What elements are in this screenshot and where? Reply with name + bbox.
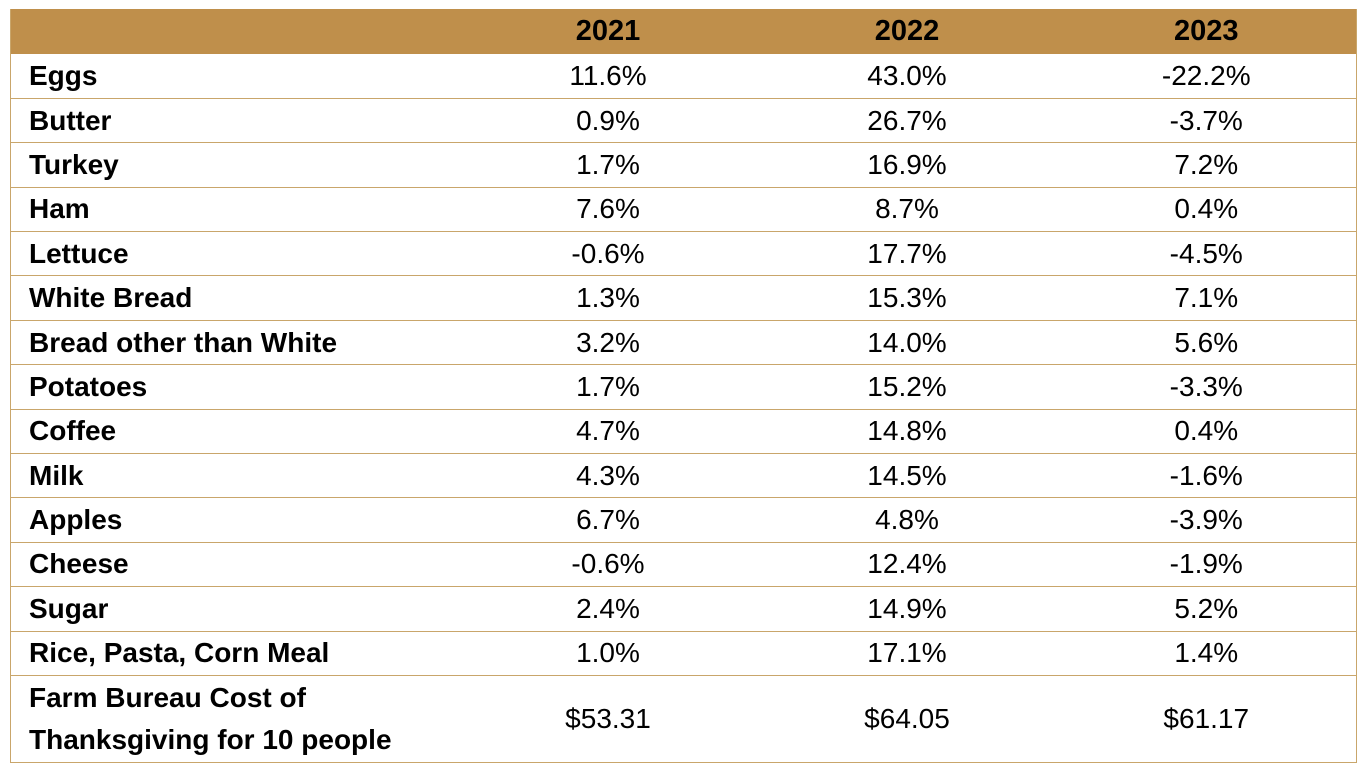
cell-value-2021: 1.3% [458, 275, 758, 321]
cell-value-2023: -4.5% [1056, 231, 1357, 277]
cell-value-2022: 14.9% [757, 586, 1057, 632]
table-header: 2021 2022 2023 [10, 9, 1357, 54]
cell-value-2021: 1.7% [458, 142, 758, 188]
cell-value-2021: 6.7% [458, 497, 758, 543]
table-row: Potatoes 1.7% 15.2% -3.3% [10, 364, 1357, 410]
cell-value-2023: 5.6% [1056, 320, 1357, 366]
cell-value-2023: -1.6% [1056, 453, 1357, 499]
cell-value-2022: 14.0% [757, 320, 1057, 366]
table-row: Rice, Pasta, Corn Meal 1.0% 17.1% 1.4% [10, 631, 1357, 676]
cell-value-2021: -0.6% [458, 231, 758, 277]
cell-value-2022: $64.05 [757, 675, 1057, 763]
cell-value-2023: -22.2% [1056, 54, 1357, 99]
table-row: Cheese -0.6% 12.4% -1.9% [10, 542, 1357, 588]
table-row: Turkey 1.7% 16.9% 7.2% [10, 142, 1357, 188]
row-label: White Bread [10, 275, 459, 321]
cell-value-2022: 17.7% [757, 231, 1057, 277]
row-label: Apples [10, 497, 459, 543]
row-label: Ham [10, 187, 459, 233]
cell-value-2021: 2.4% [458, 586, 758, 632]
cell-value-2021: 3.2% [458, 320, 758, 366]
cell-value-2021: 4.7% [458, 409, 758, 455]
row-label: Potatoes [10, 364, 459, 410]
price-change-table: 2021 2022 2023 Eggs 11.6% 43.0% -22.2% Butte… [10, 9, 1357, 763]
cell-value-2022: 16.9% [757, 142, 1057, 188]
row-label: Butter [10, 98, 459, 144]
cell-value-2022: 15.2% [757, 364, 1057, 410]
cell-value-2023: -3.3% [1056, 364, 1357, 410]
table-row: Ham 7.6% 8.7% 0.4% [10, 187, 1357, 233]
cell-value-2022: 12.4% [757, 542, 1057, 588]
table-row: Sugar 2.4% 14.9% 5.2% [10, 586, 1357, 632]
header-cell-2023: 2023 [1056, 9, 1357, 54]
cell-value-2022: 15.3% [757, 275, 1057, 321]
cell-value-2022: 43.0% [757, 54, 1057, 99]
cell-value-2021: 1.7% [458, 364, 758, 410]
cell-value-2022: 26.7% [757, 98, 1057, 144]
cell-value-2021: $53.31 [458, 675, 758, 763]
row-label: Rice, Pasta, Corn Meal [10, 631, 459, 676]
cell-value-2023: 7.2% [1056, 142, 1357, 188]
cell-value-2022: 14.8% [757, 409, 1057, 455]
cell-value-2023: 7.1% [1056, 275, 1357, 321]
table-row: Apples 6.7% 4.8% -3.9% [10, 497, 1357, 543]
row-label: Eggs [10, 54, 459, 99]
table-row: Lettuce -0.6% 17.7% -4.5% [10, 231, 1357, 277]
row-label: Coffee [10, 409, 459, 455]
cell-value-2022: 8.7% [757, 187, 1057, 233]
cell-value-2023: -1.9% [1056, 542, 1357, 588]
cell-value-2022: 14.5% [757, 453, 1057, 499]
cell-value-2022: 17.1% [757, 631, 1057, 676]
row-label: Milk [10, 453, 459, 499]
cell-value-2021: 1.0% [458, 631, 758, 676]
table-row: Coffee 4.7% 14.8% 0.4% [10, 409, 1357, 455]
cell-value-2021: 7.6% [458, 187, 758, 233]
cell-value-2023: 0.4% [1056, 187, 1357, 233]
cell-value-2023: $61.17 [1056, 675, 1357, 763]
cell-value-2023: 5.2% [1056, 586, 1357, 632]
cell-value-2023: -3.9% [1056, 497, 1357, 543]
table-body: Eggs 11.6% 43.0% -22.2% Butter 0.9% 26.7% -3.7%… [10, 54, 1357, 763]
cell-value-2023: 1.4% [1056, 631, 1357, 676]
header-cell-2021: 2021 [458, 9, 758, 54]
cell-value-2023: -3.7% [1056, 98, 1357, 144]
header-cell-item [10, 9, 459, 54]
row-label: Cheese [10, 542, 459, 588]
cell-value-2021: 4.3% [458, 453, 758, 499]
row-label: Farm Bureau Cost of Thanksgiving for 10 … [10, 675, 459, 763]
header-cell-2022: 2022 [757, 9, 1057, 54]
cell-value-2023: 0.4% [1056, 409, 1357, 455]
row-label: Lettuce [10, 231, 459, 277]
cell-value-2021: -0.6% [458, 542, 758, 588]
table-row: White Bread 1.3% 15.3% 7.1% [10, 275, 1357, 321]
table-row: Farm Bureau Cost of Thanksgiving for 10 … [10, 675, 1357, 763]
cell-value-2021: 0.9% [458, 98, 758, 144]
table-row: Eggs 11.6% 43.0% -22.2% [10, 54, 1357, 99]
cell-value-2021: 11.6% [458, 54, 758, 99]
header-row: 2021 2022 2023 [10, 9, 1357, 54]
cell-value-2022: 4.8% [757, 497, 1057, 543]
row-label: Bread other than White [10, 320, 459, 366]
row-label: Turkey [10, 142, 459, 188]
row-label: Sugar [10, 586, 459, 632]
table-row: Butter 0.9% 26.7% -3.7% [10, 98, 1357, 144]
table-row: Milk 4.3% 14.5% -1.6% [10, 453, 1357, 499]
table-row: Bread other than White 3.2% 14.0% 5.6% [10, 320, 1357, 366]
